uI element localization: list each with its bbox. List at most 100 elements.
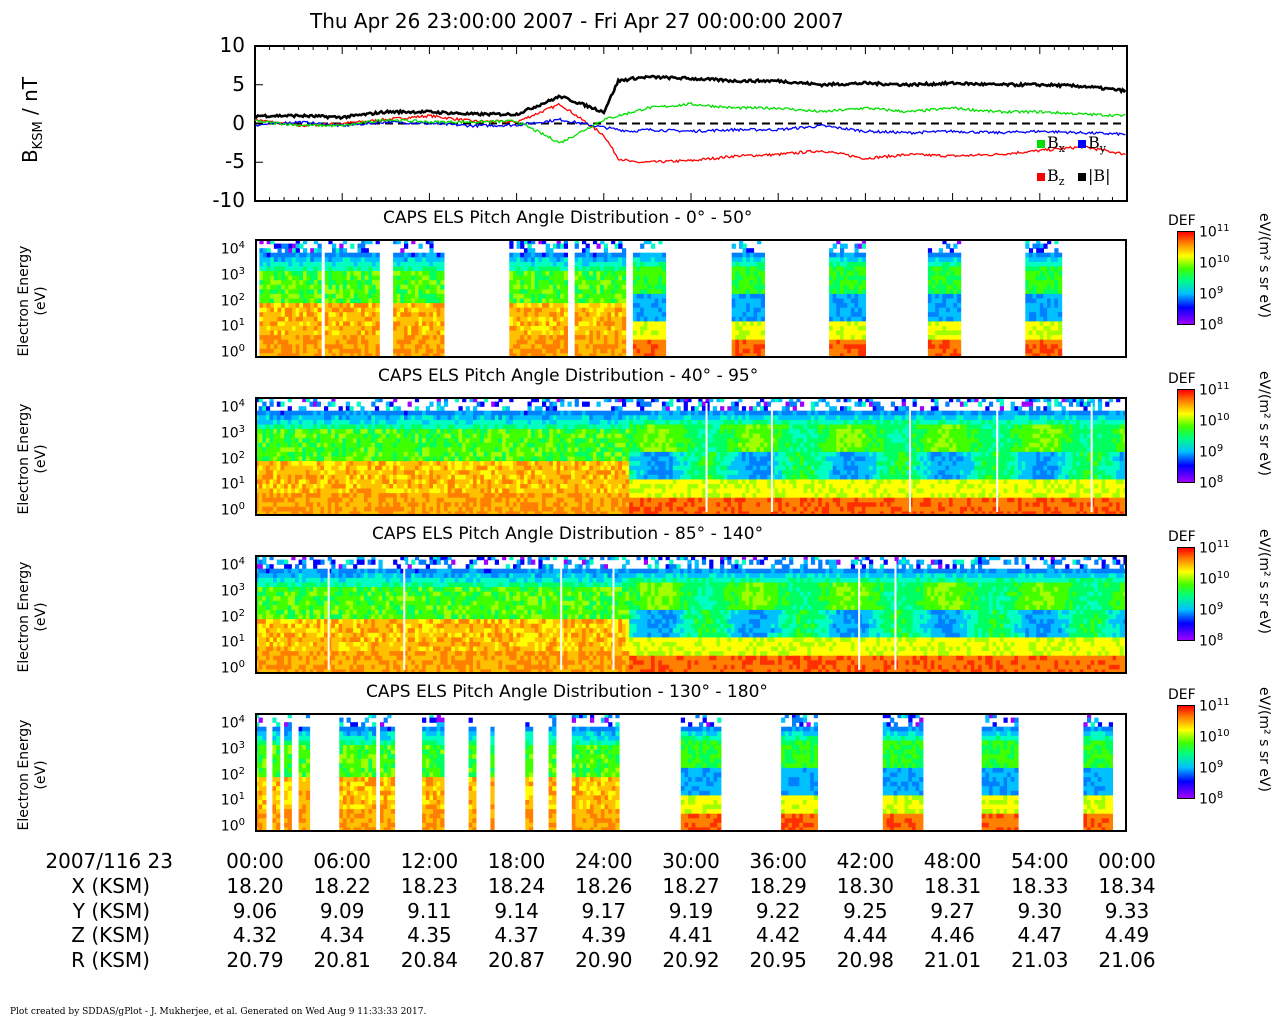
spectrogram-cell	[957, 239, 962, 245]
spectrogram-cell	[946, 280, 951, 286]
spectrogram-cell	[407, 456, 412, 462]
spectrogram-cell	[731, 293, 736, 300]
spectrogram-cell	[291, 447, 296, 453]
spectrogram-cell	[654, 326, 659, 332]
spectrogram-cell	[375, 252, 380, 258]
spectrogram-cell	[847, 303, 852, 309]
spectrogram-cell	[556, 326, 561, 332]
spectrogram-cell	[949, 344, 954, 350]
spectrogram-cell	[527, 335, 532, 341]
spectrogram-cell	[927, 266, 933, 272]
spectrogram-cell	[353, 442, 358, 448]
spectrogram-cell	[269, 484, 274, 490]
spectrogram-cell	[632, 284, 638, 290]
spectrogram-cell	[1058, 280, 1063, 286]
spectrogram-cell	[829, 339, 834, 345]
spectrogram-cell	[643, 316, 648, 322]
spectrogram-cell	[425, 353, 430, 358]
spectrogram-cell	[382, 484, 387, 490]
spectrogram-cell	[614, 353, 619, 358]
spectrogram-cell	[305, 506, 311, 512]
spectrogram-cell	[328, 348, 333, 354]
spectrogram-cell	[938, 298, 943, 304]
spectrogram-cell	[396, 284, 401, 290]
spectrogram-cell	[927, 257, 933, 263]
spectrogram-cell	[273, 429, 278, 435]
spectrogram-cell	[622, 316, 627, 322]
spectrogram-cell	[556, 252, 561, 258]
spectrogram-cell	[1036, 326, 1041, 332]
spectrogram-cell	[458, 415, 463, 421]
spectrogram-cell	[292, 266, 297, 272]
spectrogram-cell	[746, 344, 751, 350]
spectrogram-cell	[473, 451, 478, 458]
spectrogram-cell	[760, 353, 765, 358]
spectrogram-cell	[327, 497, 332, 503]
spectrogram-cell	[364, 266, 369, 272]
spectrogram-cell	[632, 335, 638, 341]
spectrogram-cell	[600, 239, 605, 245]
spectrogram-cell	[349, 406, 354, 412]
spectrogram-cell	[396, 497, 401, 503]
spectrogram-cell	[1039, 353, 1044, 358]
spectrogram-cell	[266, 326, 271, 332]
spectrogram-cell	[451, 479, 456, 485]
spectrogram-cell	[284, 275, 289, 281]
spectrogram-cell	[422, 442, 427, 448]
spectrogram-cell	[1025, 271, 1030, 277]
spectrogram-cell	[404, 424, 409, 430]
spectrogram-cell	[938, 248, 943, 254]
spectrogram-cell	[407, 348, 412, 354]
spectrogram-cell	[465, 506, 470, 512]
spectrogram-cell	[382, 493, 387, 499]
spectrogram-cell	[292, 293, 297, 300]
spectrogram-cell	[946, 312, 951, 318]
spectrogram-cell	[832, 284, 837, 290]
spectrogram-cell	[1043, 284, 1048, 290]
spectrogram-cell	[661, 330, 667, 336]
spectrogram-cell	[276, 506, 281, 512]
spectrogram-cell	[317, 243, 322, 249]
spectrogram-cell	[473, 424, 478, 430]
spectrogram-cell	[255, 506, 260, 512]
spectrogram-cell	[320, 479, 325, 485]
spectrogram-cell	[574, 312, 579, 318]
spectrogram-cell	[1043, 275, 1048, 281]
spectrogram-cell	[342, 474, 347, 480]
spectrogram-cell	[622, 303, 627, 309]
spectrogram-cell	[418, 451, 423, 458]
spectrogram-cell	[746, 353, 751, 358]
spectrogram-cell	[404, 312, 409, 318]
spectrogram-cell	[607, 275, 612, 281]
spectrogram-cell	[407, 326, 412, 332]
spectrogram-cell	[469, 488, 474, 494]
spectrogram-cell	[611, 298, 616, 304]
spectrogram-cell	[443, 429, 449, 435]
spectrogram-cell	[345, 484, 350, 490]
spectrogram-cell	[332, 271, 337, 277]
spectrogram-cell	[654, 252, 659, 258]
spectrogram-cell	[385, 484, 390, 490]
spectrogram-cell	[513, 493, 518, 499]
spectrogram-cell	[1054, 248, 1059, 254]
spectrogram-cell	[487, 442, 492, 448]
spectrogram-cell	[429, 451, 434, 458]
spectrogram-cell	[1028, 293, 1034, 300]
spectrogram-cell	[462, 502, 467, 508]
spectrogram-cell	[600, 252, 605, 258]
spectrogram-cell	[436, 451, 441, 458]
spectrogram-cell	[832, 307, 837, 313]
spectrogram-cell	[1025, 335, 1030, 341]
spectrogram-cell	[1025, 284, 1030, 290]
spectrogram-cell	[324, 353, 329, 358]
spectrogram-cell	[647, 275, 652, 281]
spectrogram-cell	[538, 280, 543, 286]
spectrogram-cell	[1043, 298, 1048, 304]
spectrogram-cell	[582, 335, 587, 341]
spectrogram-cell	[491, 438, 496, 444]
spectrogram-cell	[443, 415, 449, 421]
spectrogram-cell	[338, 419, 343, 426]
spectrogram-cell	[505, 442, 510, 448]
spectrogram-cell	[404, 465, 409, 471]
spectrogram-cell	[578, 348, 583, 354]
